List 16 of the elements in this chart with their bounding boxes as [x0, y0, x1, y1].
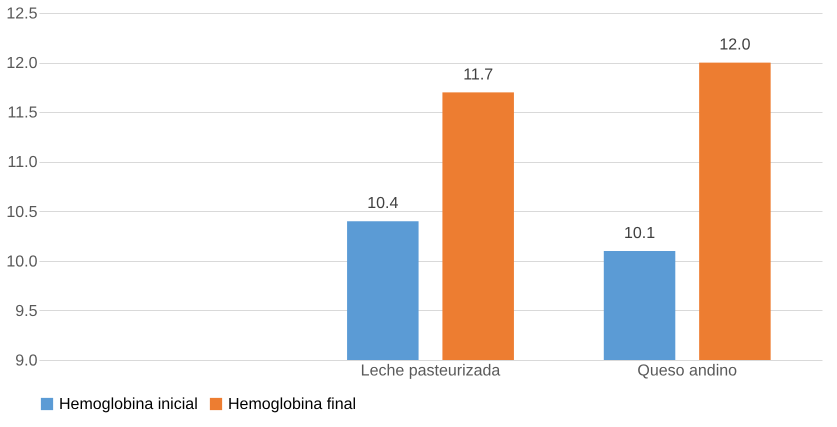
x-tick-label: Leche pasteurizada	[360, 362, 500, 380]
y-tick-label: 12.5	[6, 6, 38, 22]
legend-label: Hemoglobina inicial	[59, 396, 198, 413]
data-label: 12.0	[719, 36, 751, 54]
data-label: 10.1	[624, 224, 656, 242]
data-label: 11.7	[463, 66, 494, 84]
y-tick-label: 11.0	[8, 154, 38, 172]
y-tick-label: 9.5	[15, 302, 38, 320]
y-tick-label: 10.0	[6, 253, 38, 270]
legend-label: Hemoglobina final	[228, 396, 356, 413]
y-tick-label: 10.5	[6, 204, 38, 221]
x-tick-label: Queso andino	[637, 362, 738, 380]
y-tick-label: 12.0	[6, 55, 38, 72]
y-tick-label: 9.0	[15, 352, 38, 370]
y-tick-label: 11.5	[8, 104, 38, 122]
data-label: 10.4	[367, 195, 398, 212]
